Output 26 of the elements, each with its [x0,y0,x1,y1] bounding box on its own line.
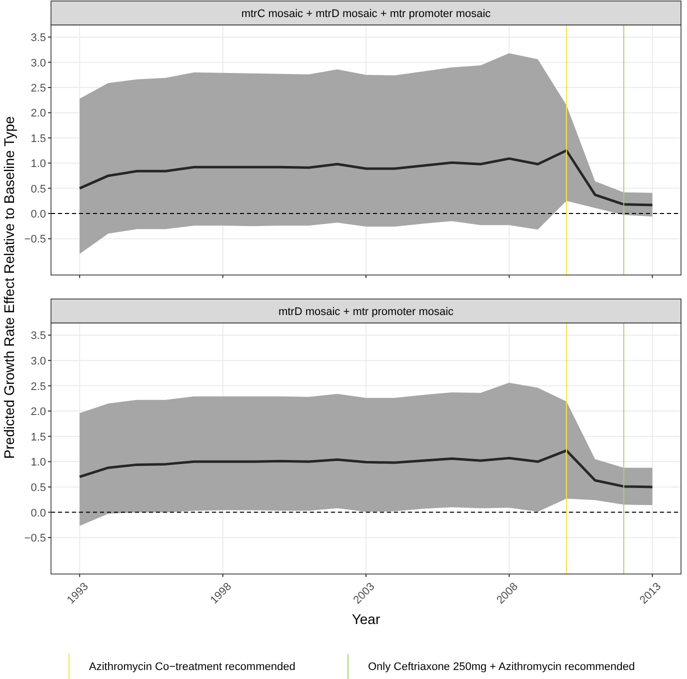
y-tick-label: 2.0 [30,108,46,120]
y-tick-label: 1.0 [30,158,46,170]
line-series [78,149,654,206]
y-tick-label: 0.0 [30,208,46,221]
y-axis-title: Predicted Growth Rate Effect Relative to Baseline Type [1,116,17,459]
chart-title: mtrC mosaic + mtrD mosaic + mtr promoter mosaic [241,8,492,20]
y-tick-label: 0.5 [30,183,46,196]
y-tick-label: 2.0 [30,406,46,418]
y-tick-label: 1.5 [30,132,46,145]
y-tick-label: −0.5 [24,532,46,545]
y-tick-label: 1.0 [30,456,46,469]
line-series [78,449,654,488]
y-tick-label: 3.5 [30,330,46,342]
y-tick-label: 3.0 [30,57,46,70]
legend-label: Azithromycin Co−treatment recommended [89,661,296,673]
y-tick-label: 3.0 [30,355,46,368]
y-tick-label: 0.5 [30,482,46,494]
y-tick-label: 3.5 [30,32,46,44]
y-tick-label: 1.5 [30,431,46,444]
y-tick-label: 2.5 [30,82,46,94]
chart-title: mtrD mosaic + mtr promoter mosaic [278,306,454,318]
x-axis-title: Year [352,611,380,627]
y-tick-label: −0.5 [24,234,46,246]
y-tick-label: 2.5 [30,380,46,393]
legend-label: Only Ceftriaxone 250mg + Azithromycin recommended [368,661,635,673]
y-tick-label: 0.0 [30,507,46,520]
